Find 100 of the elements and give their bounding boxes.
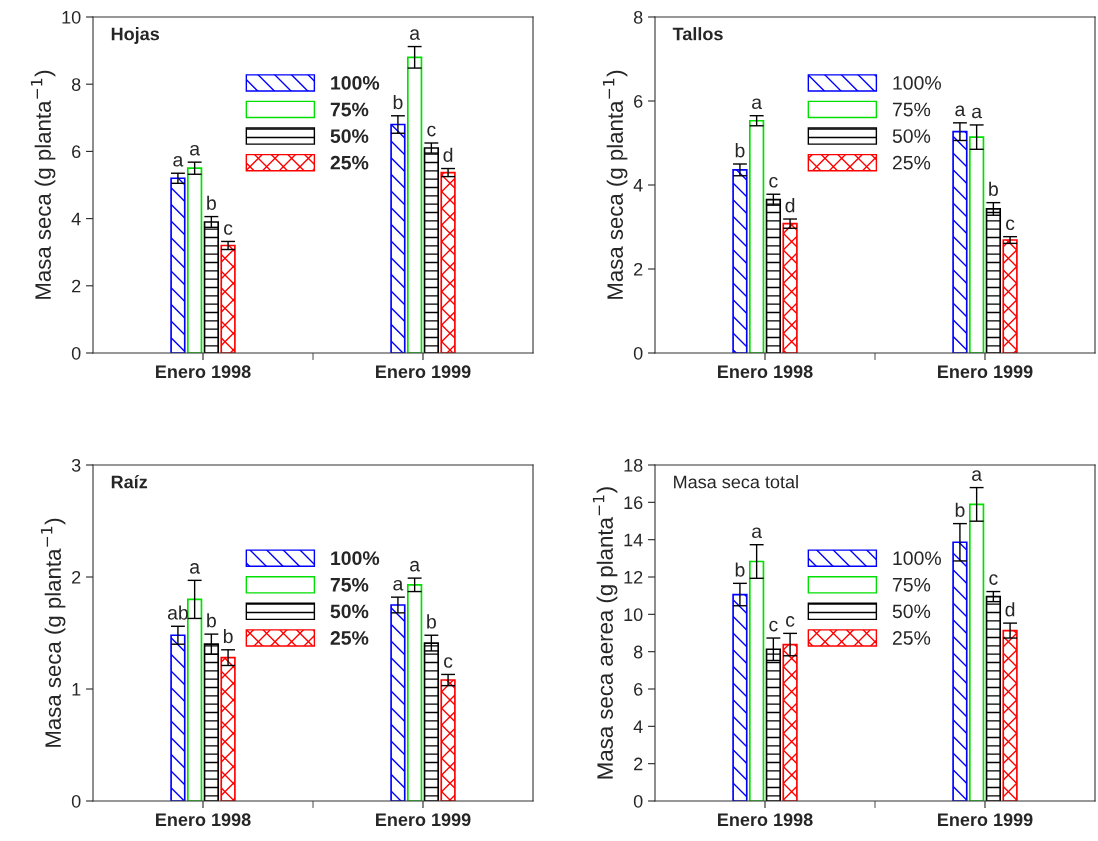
legend-label: 50% <box>330 604 369 619</box>
y-tick-label: 14 <box>624 533 643 547</box>
y-tick-label: 2 <box>634 262 643 276</box>
y-tick-label: 2 <box>72 279 81 293</box>
y-tick-label: 3 <box>71 458 81 472</box>
data-label: a <box>173 155 184 167</box>
data-label: b <box>989 181 998 197</box>
y-tick-label: 4 <box>71 212 81 226</box>
bar <box>170 177 186 353</box>
legend-label: 100% <box>331 551 380 566</box>
bar <box>985 595 1002 801</box>
data-label: b <box>223 628 233 644</box>
bar <box>220 656 236 801</box>
bar <box>440 679 456 801</box>
y-tick-label: 18 <box>624 458 643 472</box>
bar <box>390 604 406 801</box>
bar <box>1002 239 1018 353</box>
data-label: a <box>752 98 763 110</box>
bar <box>748 560 765 801</box>
y-tick-label: 2 <box>634 757 643 771</box>
bar <box>390 123 406 353</box>
legend-label: 25% <box>892 155 931 170</box>
data-label: c <box>444 657 453 668</box>
data-label: a <box>393 579 404 591</box>
bar <box>765 198 782 353</box>
data-label: a <box>955 105 966 117</box>
legend-label: 100% <box>331 76 380 90</box>
chart-title: Tallos <box>672 27 723 41</box>
data-label: a <box>972 107 983 119</box>
data-label: c <box>224 224 233 235</box>
data-label: a <box>972 470 983 481</box>
data-label: b <box>735 143 745 158</box>
bar <box>186 598 203 801</box>
y-tick-label: 0 <box>71 346 81 360</box>
y-tick-label: 8 <box>633 645 643 659</box>
data-label: c <box>1006 219 1015 231</box>
x-tick-label: Enero 1999 <box>938 365 1033 379</box>
bar <box>732 593 748 801</box>
legend-label: 50% <box>330 129 369 143</box>
bar <box>220 244 236 353</box>
y-tick-label: 4 <box>633 179 643 192</box>
y-tick-label: 6 <box>634 682 643 696</box>
legend-label: 50% <box>892 604 931 619</box>
y-tick-label: 12 <box>624 570 643 584</box>
data-label: c <box>427 125 436 137</box>
data-label: d <box>443 147 453 162</box>
bar <box>203 221 220 353</box>
data-label: c <box>989 574 998 585</box>
y-tick-label: 6 <box>72 145 81 159</box>
bar <box>406 584 423 801</box>
bar <box>170 634 186 801</box>
bar <box>186 167 203 353</box>
bar <box>440 171 456 353</box>
data-label: b <box>393 94 403 110</box>
legend-label: 75% <box>892 102 931 117</box>
bar <box>406 56 423 353</box>
y-axis-title: Masa seca (g planta$^{−1}$) <box>30 70 56 299</box>
data-label: a <box>410 29 421 40</box>
legend-label: 75% <box>330 577 369 592</box>
y-axis-title: Masa seca (g planta$^{−1}$) <box>602 70 628 299</box>
y-tick-label: 2 <box>72 570 81 584</box>
legend-label: 25% <box>330 155 369 170</box>
data-label: b <box>735 562 745 577</box>
bar <box>748 119 765 353</box>
legend-label: 100% <box>893 551 941 566</box>
bar <box>952 130 968 353</box>
text: Hojas <box>111 27 160 44</box>
x-tick-label: Enero 1999 <box>376 813 471 827</box>
bar <box>423 147 440 353</box>
legend-label: 75% <box>892 577 931 592</box>
y-tick-label: 0 <box>633 794 643 808</box>
legend-label: 100% <box>893 76 941 90</box>
y-tick-label: 1 <box>72 683 81 696</box>
legend-label: 25% <box>892 631 931 645</box>
y-tick-label: 16 <box>624 496 643 510</box>
chart-title: Masa seca total <box>674 475 798 489</box>
x-tick-label: Enero 1998 <box>156 365 251 379</box>
y-tick-label: 6 <box>634 94 643 108</box>
bar <box>952 541 968 801</box>
data-label: d <box>785 198 795 213</box>
bar <box>968 503 985 801</box>
bar <box>1002 629 1018 801</box>
y-tick-label: 4 <box>633 720 643 733</box>
data-label: d <box>1005 602 1015 617</box>
x-tick-label: Enero 1999 <box>938 813 1033 827</box>
data-label: a <box>190 563 201 574</box>
bar <box>968 136 985 353</box>
legend-label: 50% <box>892 129 931 143</box>
x-tick-label: Enero 1999 <box>376 365 471 379</box>
data-label: c <box>769 176 778 188</box>
y-tick-label: 0 <box>633 346 643 360</box>
data-label: b <box>207 195 216 210</box>
bar <box>782 222 798 353</box>
data-label: b <box>427 614 436 629</box>
y-tick-label: 10 <box>624 608 643 622</box>
data-label: c <box>786 616 795 627</box>
x-tick-label: Enero 1998 <box>718 813 813 827</box>
data-label: b <box>955 502 965 517</box>
data-label: b <box>207 613 216 628</box>
bar <box>782 643 798 801</box>
